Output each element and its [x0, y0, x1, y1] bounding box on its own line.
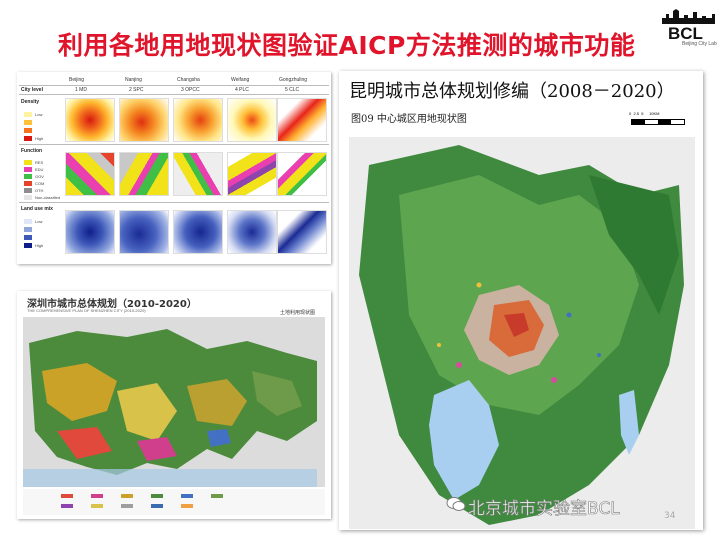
scale-label: 10KM [649, 111, 660, 116]
legend-swatch [24, 136, 32, 141]
shenzhen-map-figure: 深圳市城市总体规划（2010-2020） THE COMPREHENSIVE P… [17, 291, 331, 519]
shenzhen-land-use-map [23, 317, 325, 515]
city-comparison-figure: Beijing Nanjing Changsha Weifang Gongzhu… [17, 72, 331, 264]
legend-label: OTH [35, 188, 44, 193]
legend-swatch [24, 181, 32, 186]
mix-map-gongzhuling [277, 210, 327, 254]
city-name: Changsha [177, 77, 200, 83]
city-name: Nanjing [125, 77, 142, 83]
scale-bar [631, 119, 685, 125]
slide-title: 利用各地用地现状图验证AICP方法推测的城市功能 [58, 31, 636, 60]
shenzhen-map-subtitle: THE COMPREHENSIVE PLAN OF SHENZHEN CITY … [27, 308, 146, 313]
city-level: 3 OPCC [181, 87, 200, 93]
mix-map-weifang [227, 210, 277, 254]
legend-label: EDU [35, 167, 44, 172]
scale-label: 5 [641, 111, 644, 116]
city-level: 4 PLC [235, 87, 249, 93]
divider [19, 202, 329, 203]
legend-swatch [24, 167, 32, 172]
function-map-weifang [227, 152, 277, 196]
legend-swatch [24, 227, 32, 232]
legend-label: Low [35, 112, 43, 117]
bcl-logo: BCL Beijing City Lab [660, 6, 718, 50]
divider [19, 85, 329, 86]
legend-swatch [24, 195, 32, 200]
city-name: Beijing [69, 77, 85, 83]
legend-label: Low [35, 219, 43, 224]
watermark-text: 北京城市实验室BCL [468, 499, 620, 520]
kunming-map-figure: 昆明城市总体规划修编（2008－2020） 图09 中心城区用地现状图 0 2.… [339, 71, 703, 530]
legend-label: High [35, 136, 44, 141]
divider [19, 94, 329, 95]
legend-swatch [24, 188, 32, 193]
scale-label: 0 [629, 111, 632, 116]
legend-swatch [24, 243, 32, 248]
density-map-beijing [65, 98, 115, 142]
function-map-nanjing [119, 152, 169, 196]
kunming-map-title: 昆明城市总体规划修编（2008－2020） [349, 81, 675, 102]
skyline-icon [662, 9, 715, 24]
legend-label: Non-classified [35, 195, 61, 200]
function-map-gongzhuling [277, 152, 327, 196]
city-level: 1 MD [75, 87, 87, 93]
function-map-changsha [173, 152, 223, 196]
shenzhen-map-title: 深圳市城市总体规划（2010-2020） [27, 299, 197, 310]
city-level: 2 SPC [129, 87, 144, 93]
kunming-map-subtitle: 图09 中心城区用地现状图 [351, 114, 467, 125]
density-map-nanjing [119, 98, 169, 142]
legend-swatch [24, 120, 32, 125]
section-label-function: Function [21, 148, 43, 154]
city-level: 5 CLC [285, 87, 300, 93]
section-label-density: Density [21, 99, 40, 105]
city-name: Weifang [231, 77, 250, 83]
legend-label: RES [35, 160, 44, 165]
function-map-beijing [65, 152, 115, 196]
page-number: 34 [664, 511, 676, 521]
section-label-land-use-mix: Land use mix [21, 206, 53, 212]
mix-map-changsha [173, 210, 223, 254]
wechat-icon [446, 497, 466, 511]
mix-map-beijing [65, 210, 115, 254]
legend-label: GOV [35, 174, 44, 179]
density-map-weifang [227, 98, 277, 142]
shenzhen-map-label: 土地利用现状图 [279, 310, 315, 316]
mix-map-nanjing [119, 210, 169, 254]
legend-swatch [24, 235, 32, 240]
logo-brand: BCL [668, 24, 703, 43]
logo-subtitle: Beijing City Lab [682, 41, 717, 47]
legend-swatch [24, 128, 32, 133]
scale-labels: 0 2.5 5 10KM [629, 111, 689, 116]
legend-label: COM [35, 181, 45, 186]
legend-label: High [35, 243, 44, 248]
legend-swatch [24, 174, 32, 179]
legend-swatch [24, 160, 32, 165]
density-map-changsha [173, 98, 223, 142]
density-map-gongzhuling [277, 98, 327, 142]
scale-label: 2.5 [633, 111, 640, 116]
legend-swatch [24, 112, 32, 117]
legend-swatch [24, 219, 32, 224]
divider [19, 144, 329, 145]
city-level-header: City level [21, 87, 43, 93]
city-name: Gongzhuling [279, 77, 308, 83]
kunming-land-use-map [349, 137, 695, 529]
